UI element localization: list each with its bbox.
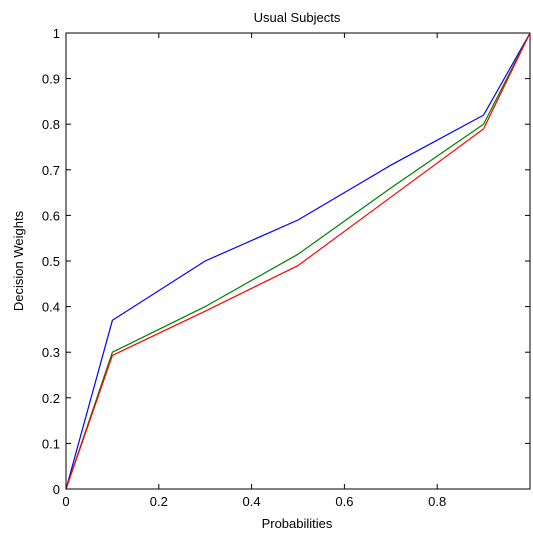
y-axis-title: Decision Weights <box>11 210 26 311</box>
x-tick-label: 0 <box>62 494 69 509</box>
y-tick-label: 0.4 <box>42 300 60 315</box>
chart-title: Usual Subjects <box>254 10 341 25</box>
x-axis-title: Probabilities <box>262 516 333 531</box>
y-tick-label: 0.8 <box>42 117 60 132</box>
y-tick-label: 0.1 <box>42 436 60 451</box>
y-tick-label: 0.2 <box>42 391 60 406</box>
series-line-2 <box>65 32 531 490</box>
plot-area <box>65 32 531 490</box>
series-line-3 <box>65 32 531 490</box>
x-tick-label: 0.8 <box>428 494 446 509</box>
y-tick-label: 1 <box>53 26 60 41</box>
x-tick-label: 0.2 <box>150 494 168 509</box>
x-axis: 0 0.2 0.4 0.6 0.8 <box>62 33 446 509</box>
series-group <box>65 32 531 490</box>
y-tick-label: 0 <box>53 482 60 497</box>
x-tick-label: 0.4 <box>243 494 261 509</box>
y-tick-label: 0.9 <box>42 72 60 87</box>
y-tick-label: 0.6 <box>42 208 60 223</box>
y-tick-label: 0.5 <box>42 254 60 269</box>
y-axis: 0 0.1 0.2 0.3 0.4 0.5 0.6 0.7 0.8 0.9 1 <box>42 26 530 497</box>
x-tick-label: 0.6 <box>335 494 353 509</box>
series-line-1 <box>65 32 531 490</box>
y-tick-label: 0.3 <box>42 345 60 360</box>
y-tick-label: 0.7 <box>42 163 60 178</box>
